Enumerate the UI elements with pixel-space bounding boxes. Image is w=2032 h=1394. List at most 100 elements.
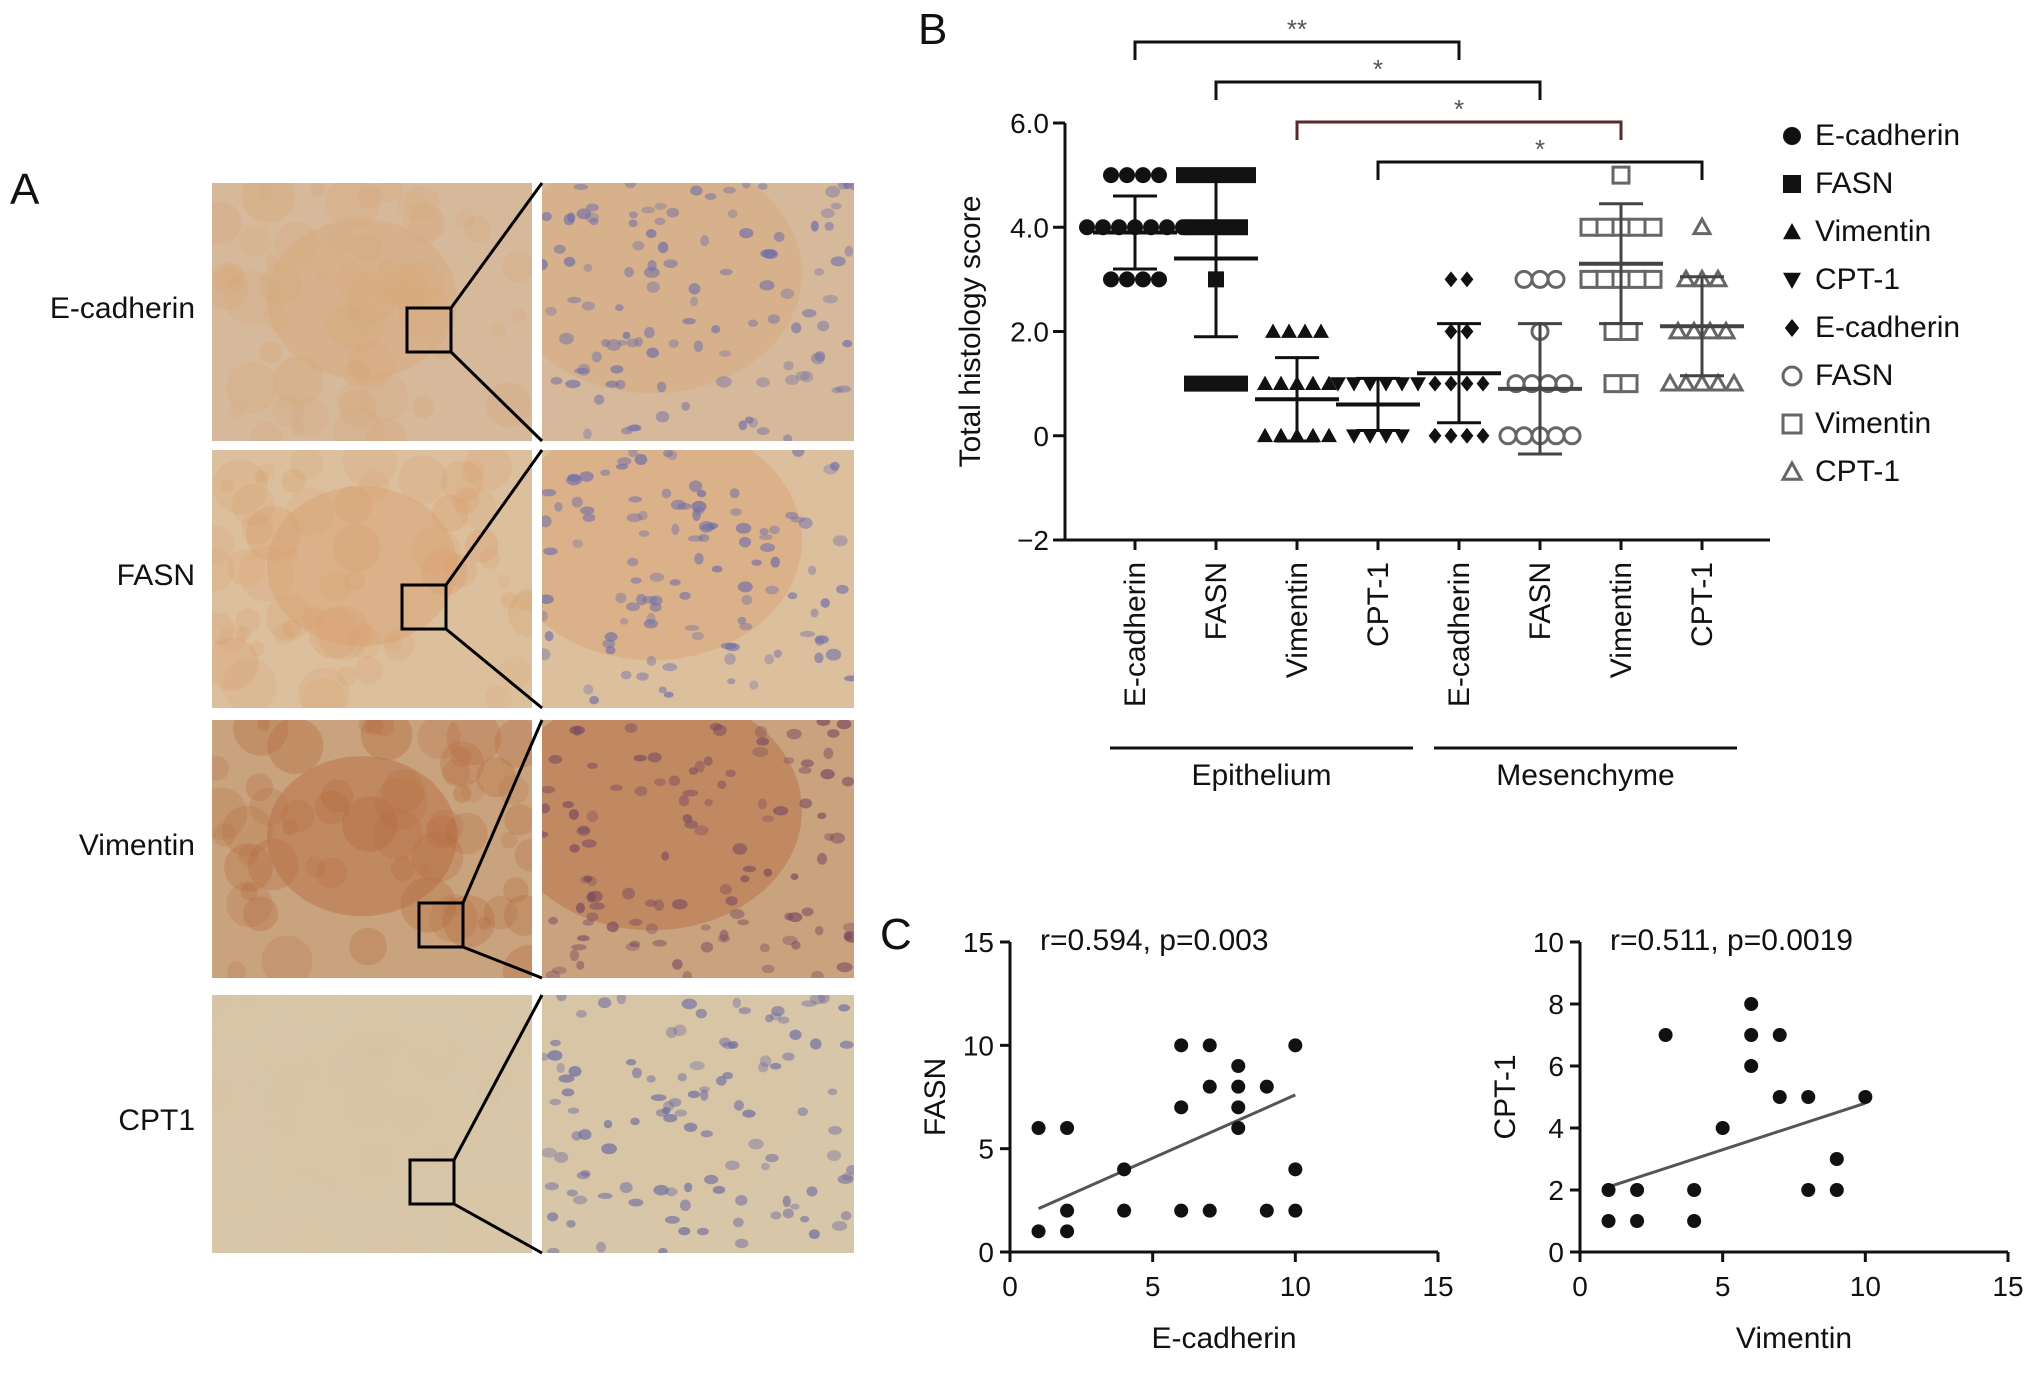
legend-marker <box>1780 459 1804 481</box>
cell-nucleus <box>552 966 567 975</box>
tissue-texture <box>377 258 397 278</box>
tissue-texture <box>212 823 236 847</box>
data-point <box>1174 1100 1189 1115</box>
cell-nucleus <box>559 332 574 345</box>
data-point <box>1460 323 1474 340</box>
data-point <box>1460 375 1474 392</box>
cell-nucleus <box>723 186 736 194</box>
tissue-texture <box>397 285 450 338</box>
cell-nucleus <box>719 929 729 942</box>
data-point <box>1687 1214 1702 1228</box>
cell-nucleus <box>542 831 549 838</box>
cell-nucleus <box>789 1029 802 1040</box>
tissue-texture <box>357 184 383 209</box>
cell-nucleus <box>629 918 643 926</box>
tissue-texture <box>261 935 313 978</box>
cell-nucleus <box>748 417 758 429</box>
cell-nucleus <box>815 636 825 646</box>
cell-nucleus <box>610 365 624 374</box>
cell-nucleus <box>576 208 592 220</box>
cell-nucleus <box>810 1038 822 1050</box>
tissue-texture <box>352 232 382 263</box>
data-point <box>1216 375 1232 392</box>
tissue-texture <box>264 254 279 269</box>
data-point <box>1744 997 1759 1011</box>
cell-nucleus <box>760 543 776 553</box>
tissue-texture <box>512 308 526 323</box>
tissue-texture <box>349 927 387 966</box>
tissue-texture <box>222 805 273 857</box>
cell-nucleus <box>575 902 585 914</box>
cell-nucleus <box>609 784 623 791</box>
tissue-texture <box>227 548 266 587</box>
cell-nucleus <box>810 608 819 618</box>
data-point <box>1394 377 1410 392</box>
cell-nucleus <box>678 795 690 807</box>
cell-nucleus <box>739 622 753 631</box>
cell-nucleus <box>823 747 834 760</box>
cell-nucleus <box>792 450 805 457</box>
cell-nucleus <box>720 642 737 650</box>
data-point <box>1273 375 1289 391</box>
tumor-nest <box>267 756 457 917</box>
data-point <box>1232 219 1248 236</box>
data-point <box>1231 1079 1246 1094</box>
cell-nucleus <box>786 728 802 740</box>
data-point <box>1231 1059 1246 1073</box>
cell-nucleus <box>695 1008 707 1019</box>
tissue-texture <box>308 607 360 659</box>
cell-nucleus <box>568 1065 582 1077</box>
cell-nucleus <box>790 873 799 880</box>
cell-nucleus <box>840 1211 852 1221</box>
cell-nucleus <box>761 1162 770 1171</box>
cell-nucleus <box>628 496 643 503</box>
data-point <box>1801 1090 1816 1104</box>
tissue-texture <box>398 261 444 307</box>
tissue-texture <box>259 341 282 364</box>
data-point <box>1362 429 1378 444</box>
cell-nucleus <box>748 1138 764 1150</box>
cell-nucleus <box>671 523 680 536</box>
cell-nucleus <box>664 1215 680 1224</box>
cell-nucleus <box>791 322 802 334</box>
cell-nucleus <box>624 183 637 189</box>
cell-nucleus <box>827 1088 838 1096</box>
legend-marker <box>1784 319 1800 337</box>
cell-nucleus <box>662 1106 671 1115</box>
cell-nucleus <box>671 899 688 910</box>
tissue-texture <box>228 402 245 419</box>
cell-nucleus <box>764 654 775 665</box>
tissue-texture <box>229 1200 251 1222</box>
tissue-texture <box>212 547 235 593</box>
cell-nucleus <box>579 876 592 884</box>
data-point <box>1135 271 1151 288</box>
data-point <box>1514 426 1534 446</box>
legend-marker <box>1781 413 1803 435</box>
cell-nucleus <box>751 559 762 566</box>
cell-nucleus <box>831 386 843 394</box>
cell-nucleus <box>663 691 674 698</box>
data-point <box>1546 269 1566 289</box>
tissue-texture <box>500 592 518 610</box>
cell-nucleus <box>606 339 622 351</box>
cell-nucleus <box>759 1055 772 1068</box>
cell-nucleus <box>550 1039 561 1047</box>
tissue-texture <box>381 769 426 813</box>
inset-box <box>408 1158 456 1206</box>
cell-nucleus <box>687 1090 701 1099</box>
tissue-texture <box>419 864 432 877</box>
cell-nucleus <box>831 1221 848 1231</box>
tissue-texture <box>212 756 230 781</box>
cell-nucleus <box>790 1203 800 1210</box>
data-point <box>1378 429 1394 444</box>
cell-nucleus <box>661 488 672 499</box>
cell-nucleus <box>646 281 660 293</box>
tissue-texture <box>238 546 295 602</box>
cell-nucleus <box>591 351 602 363</box>
significance-bracket <box>1133 40 1461 60</box>
tissue-texture <box>342 450 398 489</box>
cell-nucleus <box>556 1062 565 1073</box>
legend-marker <box>1783 127 1801 145</box>
cell-nucleus <box>698 533 710 543</box>
cell-nucleus <box>757 183 768 190</box>
